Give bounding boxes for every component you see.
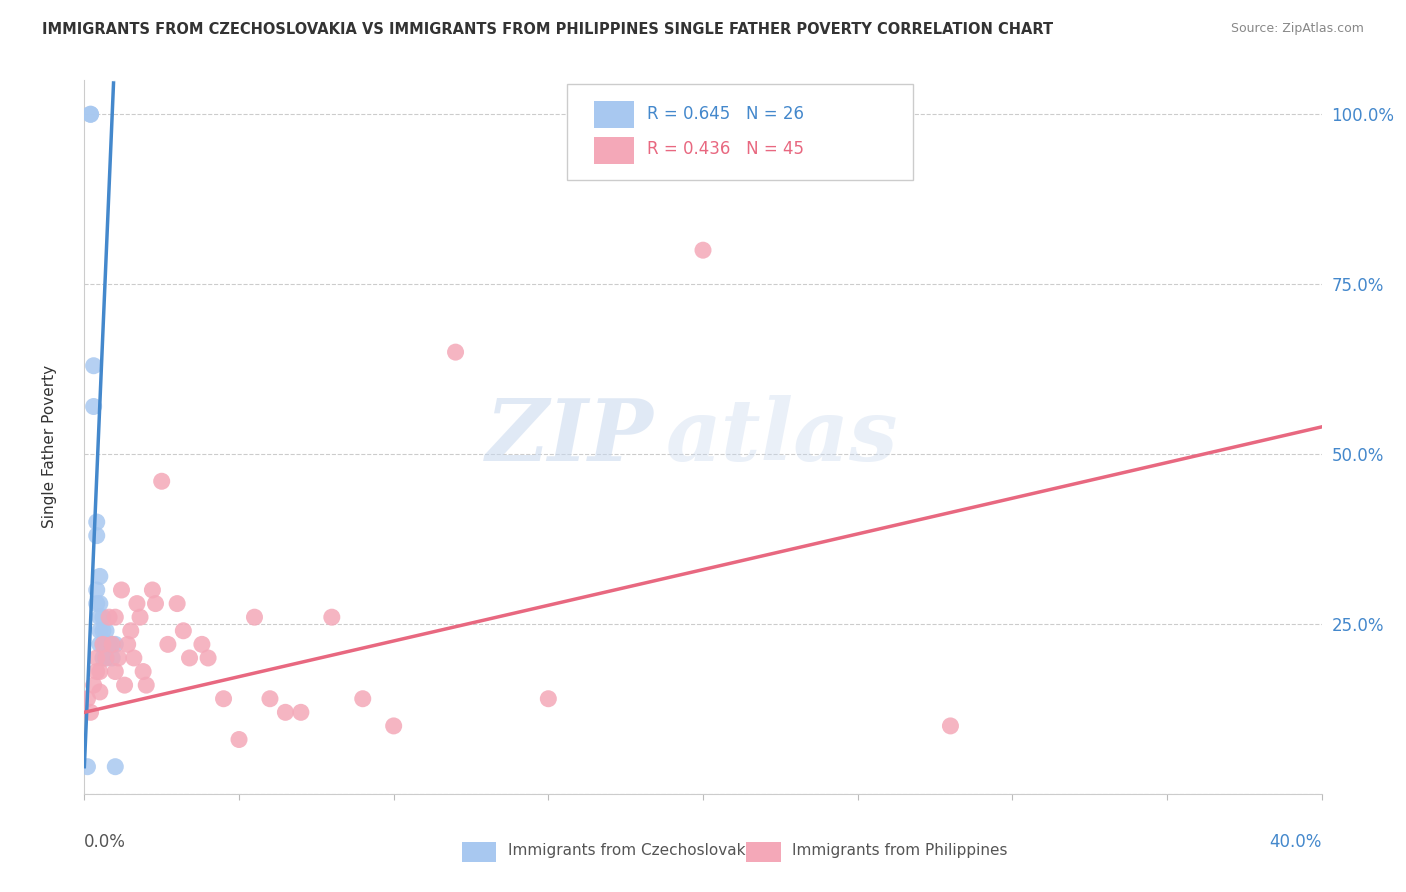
Point — [89, 610, 111, 624]
Point — [86, 665, 108, 679]
Point — [352, 691, 374, 706]
Point — [259, 691, 281, 706]
Point — [120, 624, 142, 638]
Text: R = 0.436   N = 45: R = 0.436 N = 45 — [647, 141, 804, 159]
Point — [76, 760, 98, 774]
Point — [101, 637, 124, 651]
Point — [94, 624, 117, 638]
Point — [114, 678, 136, 692]
Point — [243, 610, 266, 624]
Point — [98, 637, 121, 651]
Point — [179, 651, 201, 665]
Point — [228, 732, 250, 747]
Point — [89, 569, 111, 583]
Point — [145, 597, 167, 611]
Point — [76, 691, 98, 706]
Bar — [595, 136, 634, 164]
Point — [122, 651, 145, 665]
Bar — [595, 101, 634, 128]
Point — [321, 610, 343, 624]
Point — [135, 678, 157, 692]
Point — [86, 582, 108, 597]
Point — [91, 651, 114, 665]
Point — [89, 597, 111, 611]
Point — [156, 637, 179, 651]
Point — [91, 610, 114, 624]
Text: Single Father Poverty: Single Father Poverty — [42, 365, 56, 527]
Point — [91, 624, 114, 638]
Point — [141, 582, 163, 597]
Point — [212, 691, 235, 706]
Point — [104, 637, 127, 651]
Bar — [461, 842, 496, 862]
Point — [104, 610, 127, 624]
Point — [104, 760, 127, 774]
Point — [94, 651, 117, 665]
Point — [91, 637, 114, 651]
Point — [382, 719, 405, 733]
FancyBboxPatch shape — [567, 84, 914, 180]
Text: 40.0%: 40.0% — [1270, 833, 1322, 851]
Point — [83, 678, 105, 692]
Text: R = 0.645   N = 26: R = 0.645 N = 26 — [647, 105, 804, 123]
Point — [89, 685, 111, 699]
Bar — [747, 842, 780, 862]
Point — [290, 706, 312, 720]
Point — [79, 107, 101, 121]
Point — [191, 637, 214, 651]
Point — [172, 624, 194, 638]
Point — [110, 582, 132, 597]
Point — [197, 651, 219, 665]
Point — [107, 651, 129, 665]
Point — [104, 665, 127, 679]
Text: ZIP: ZIP — [485, 395, 654, 479]
Point — [125, 597, 148, 611]
Point — [91, 637, 114, 651]
Point — [89, 665, 111, 679]
Point — [79, 706, 101, 720]
Text: atlas: atlas — [666, 395, 898, 479]
Point — [129, 610, 152, 624]
Point — [166, 597, 188, 611]
Point — [83, 359, 105, 373]
Point — [101, 651, 124, 665]
Point — [89, 637, 111, 651]
Point — [101, 637, 124, 651]
Point — [86, 651, 108, 665]
Text: Source: ZipAtlas.com: Source: ZipAtlas.com — [1230, 22, 1364, 36]
Point — [86, 515, 108, 529]
Point — [939, 719, 962, 733]
Point — [150, 475, 173, 489]
Point — [83, 400, 105, 414]
Point — [79, 107, 101, 121]
Point — [86, 597, 108, 611]
Point — [132, 665, 155, 679]
Point — [537, 691, 560, 706]
Point — [117, 637, 139, 651]
Point — [94, 651, 117, 665]
Point — [89, 624, 111, 638]
Point — [94, 637, 117, 651]
Text: IMMIGRANTS FROM CZECHOSLOVAKIA VS IMMIGRANTS FROM PHILIPPINES SINGLE FATHER POVE: IMMIGRANTS FROM CZECHOSLOVAKIA VS IMMIGR… — [42, 22, 1053, 37]
Point — [274, 706, 297, 720]
Point — [98, 610, 121, 624]
Point — [692, 243, 714, 257]
Text: Immigrants from Philippines: Immigrants from Philippines — [792, 844, 1008, 858]
Point — [444, 345, 467, 359]
Text: 0.0%: 0.0% — [84, 833, 127, 851]
Point — [86, 528, 108, 542]
Text: Immigrants from Czechoslovakia: Immigrants from Czechoslovakia — [508, 844, 759, 858]
